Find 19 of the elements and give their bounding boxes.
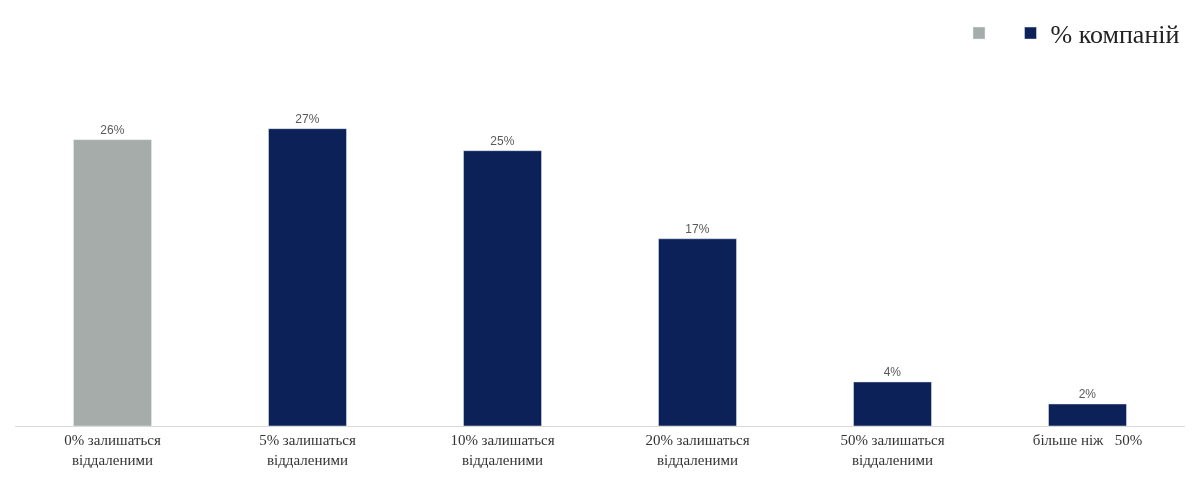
x-tick-label: 20% залишаться віддаленими — [645, 432, 750, 468]
data-label: 25% — [490, 133, 515, 148]
bar — [853, 381, 932, 426]
x-tick-label: 0% залишаться віддаленими — [64, 432, 161, 468]
x-tick-label: 5% залишаться віддаленими — [259, 432, 356, 468]
bar — [463, 150, 542, 426]
bar — [73, 139, 152, 426]
data-label: 2% — [1078, 386, 1097, 401]
x-tick-label: 10% залишаться віддаленими — [450, 432, 555, 468]
bar — [268, 128, 347, 426]
data-label: 26% — [100, 122, 125, 137]
data-label: 4% — [883, 364, 902, 379]
data-label: 17% — [685, 221, 710, 236]
data-label: 27% — [295, 111, 320, 126]
bar — [1048, 403, 1127, 426]
x-tick-label: 50% залишаться віддаленими — [840, 432, 945, 468]
x-tick-label: більше ніж 50% — [1032, 432, 1143, 448]
legend-label: % компаній — [1050, 20, 1180, 50]
bar — [658, 238, 737, 426]
